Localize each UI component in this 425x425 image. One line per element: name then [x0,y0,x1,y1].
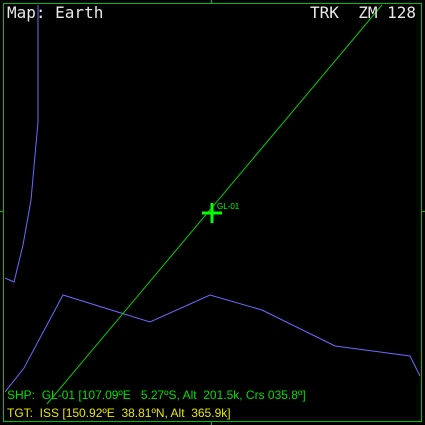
frame-tick-right [422,211,425,212]
display-frame [3,3,422,422]
frame-tick-top [211,0,212,3]
ship-name: GL-01 [41,388,76,402]
coastline-south [4,294,421,393]
ground-track-line [46,4,383,405]
ship-details: [107.09ºE 5.27ºS, Alt 201.5k, Crs 035.8º… [78,388,306,402]
target-info-prefix: TGT: [7,406,33,420]
coastline-west [4,5,39,283]
target-details: [150.92ºE 38.81ºN, Alt 365.9k] [62,406,231,420]
target-name: ISS [39,406,60,420]
ship-marker-label: GL-01 [217,202,240,211]
frame-tick-left [0,211,3,212]
frame-tick-bottom [211,422,212,425]
target-info-line: TGT: ISS [150.92ºE 38.81ºN, Alt 365.9k] [7,406,231,420]
status-readout: TRK ZM 128 [310,4,416,22]
ship-info-prefix: SHP: [7,388,36,402]
zoom-level-label[interactable]: ZM 128 [358,3,416,22]
ship-position-marker [202,203,222,223]
map-title: Map: Earth [7,3,104,22]
track-mode-label[interactable]: TRK [310,3,339,22]
ship-info-line: SHP: GL-01 [107.09ºE 5.27ºS, Alt 201.5k,… [7,388,306,402]
